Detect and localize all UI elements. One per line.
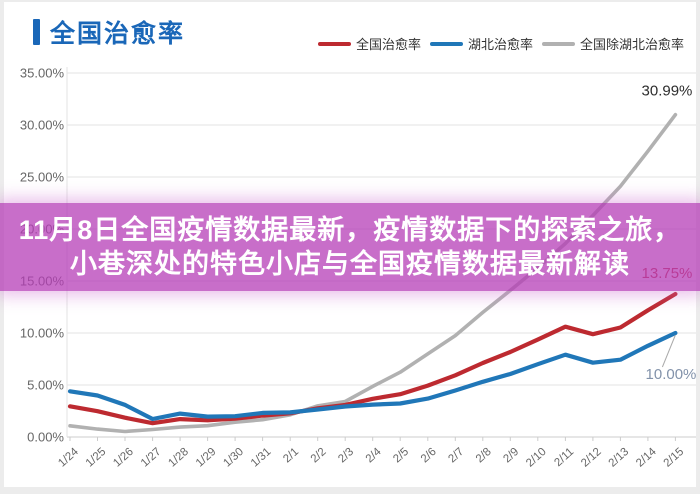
x-axis-tick-label: 2/11 — [552, 446, 576, 469]
x-axis-tick-label: 2/2 — [309, 446, 329, 466]
value-label-ex-hubei: 30.99% — [642, 83, 693, 100]
x-axis-tick-label: 2/7 — [446, 446, 466, 466]
x-axis-tick-label: 2/9 — [501, 446, 521, 466]
y-axis-tick-label: 10.00% — [20, 326, 65, 341]
headline-overlay-banner: 11月8日全国疫情数据最新，疫情数据下的探索之旅， 小巷深处的特色小店与全国疫情… — [0, 203, 700, 291]
x-axis-tick-label: 2/6 — [419, 446, 439, 466]
x-axis-tick-label: 2/3 — [336, 446, 356, 466]
x-axis-tick-label: 2/4 — [364, 445, 384, 465]
x-axis-tick-label: 2/1 — [281, 446, 301, 466]
y-axis-tick-label: 25.00% — [20, 170, 65, 185]
x-axis-tick-label: 1/30 — [221, 446, 246, 470]
x-axis-tick-label: 1/27 — [139, 446, 164, 470]
page-title: 全国治愈率 — [50, 20, 186, 48]
headline-line-2: 小巷深处的特色小店与全国疫情数据最新解读 — [70, 249, 630, 279]
legend-item-hubei[interactable]: 湖北治愈率 — [429, 34, 533, 53]
series-line-national — [67, 291, 678, 426]
chart-header: 全国治愈率 — [33, 14, 185, 50]
x-axis-tick-label: 2/10 — [524, 446, 549, 470]
legend-label: 全国治愈率 — [355, 37, 421, 52]
legend-line-swatch-ex-hubei — [541, 41, 575, 46]
legend-line-swatch-national — [317, 41, 351, 46]
y-axis-tick-label: 5.00% — [27, 378, 64, 393]
value-label-hubei: 10.00% — [646, 366, 697, 383]
title-accent-bar — [33, 19, 40, 45]
y-axis-tick-label: 35.00% — [20, 66, 65, 81]
series-line-hubei — [67, 330, 678, 422]
x-axis-tick-label: 1/29 — [194, 446, 219, 470]
legend-item-national[interactable]: 全国治愈率 — [317, 34, 421, 53]
x-axis-tick-label: 2/13 — [607, 446, 632, 470]
x-axis-tick-label: 2/14 — [634, 445, 659, 469]
x-axis-tick-label: 1/26 — [111, 446, 136, 470]
legend-label: 湖北治愈率 — [467, 37, 533, 52]
legend-item-ex-hubei[interactable]: 全国除湖北治愈率 — [541, 34, 684, 53]
value-label-callout — [661, 334, 676, 368]
x-axis-tick-label: 1/31 — [249, 446, 274, 470]
x-axis-tick-label: 2/12 — [579, 446, 604, 470]
x-axis-tick-label: 1/25 — [84, 446, 109, 470]
y-axis-tick-label: 0.00% — [27, 430, 64, 445]
x-axis-tick-label: 1/28 — [166, 446, 191, 470]
y-axis-tick-label: 30.00% — [20, 118, 65, 133]
legend-label: 全国除湖北治愈率 — [579, 37, 684, 52]
x-axis: 1/24 1/25 1/26 1/27 1/28 1/29 1/30 1/31 2/1 2/2 2/… — [56, 437, 686, 470]
chart-legend: 全国治愈率 湖北治愈率 全国除湖北治愈率 — [317, 34, 684, 53]
x-axis-tick-label: 2/8 — [474, 446, 494, 466]
x-axis-tick-label: 2/5 — [391, 446, 411, 466]
x-axis-tick-label: 1/24 — [56, 445, 81, 469]
x-axis-tick-label: 2/15 — [662, 446, 687, 470]
headline-line-1: 11月8日全国疫情数据最新，疫情数据下的探索之旅， — [18, 215, 682, 245]
legend-line-swatch-hubei — [429, 41, 463, 46]
